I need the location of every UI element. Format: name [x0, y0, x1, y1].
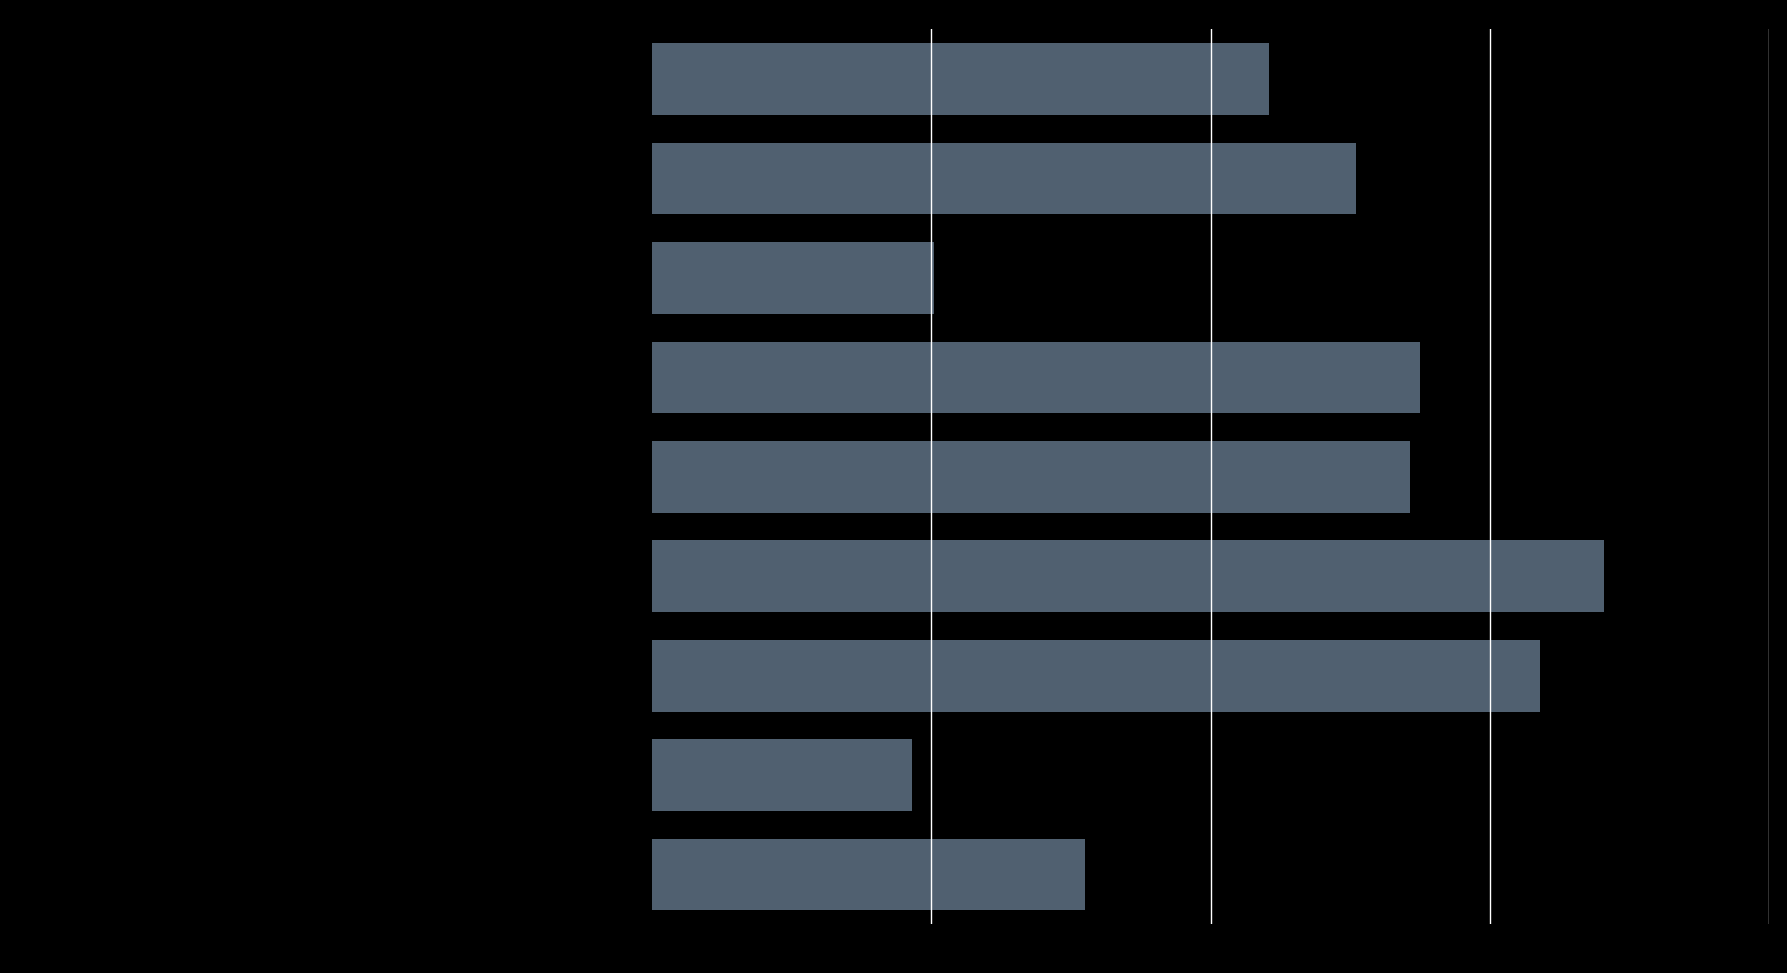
Text: 44.2%: 44.2%	[1188, 67, 1263, 90]
Bar	[652, 441, 1410, 513]
Bar	[652, 43, 1269, 115]
Text: 54.3%: 54.3%	[1330, 465, 1405, 488]
Text: 63.6%: 63.6%	[1460, 664, 1535, 688]
Text: 18.6%: 18.6%	[831, 763, 906, 787]
Bar	[652, 839, 1085, 911]
Text: 68.2%: 68.2%	[1524, 564, 1599, 589]
Bar	[652, 739, 911, 811]
Bar	[652, 143, 1356, 214]
Bar	[652, 540, 1605, 612]
Text: 20.2%: 20.2%	[854, 266, 929, 290]
Text: 50.4%: 50.4%	[1276, 166, 1351, 191]
Bar	[652, 640, 1540, 711]
Bar	[652, 342, 1421, 414]
Text: 55.0%: 55.0%	[1338, 365, 1415, 389]
Text: 31.0%: 31.0%	[1004, 863, 1079, 886]
Bar	[652, 242, 935, 313]
